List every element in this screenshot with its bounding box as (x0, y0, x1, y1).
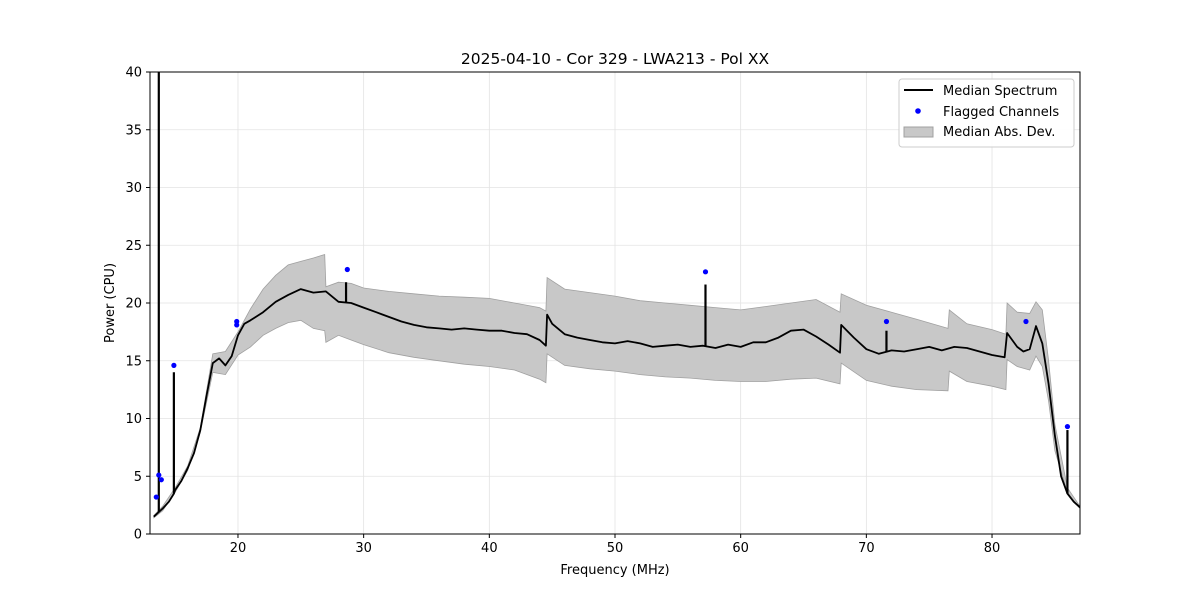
y-tick-label: 40 (125, 66, 142, 81)
median-spikes (157, 72, 1069, 513)
legend: Median Spectrum Flagged Channels Median … (898, 78, 1075, 148)
legend-flagged-label: Flagged Channels (943, 105, 1059, 120)
x-axis-label: Frequency (MHz) (560, 563, 669, 578)
y-tick-label: 10 (125, 412, 142, 427)
flagged-channel-point (158, 477, 164, 483)
flagged-channel-point (153, 494, 159, 500)
y-axis-label: Power (CPU) (103, 263, 118, 343)
chart-title: 2025-04-10 - Cor 329 - LWA213 - Pol XX (461, 50, 770, 68)
legend-mad-swatch (903, 126, 934, 138)
x-tick-label: 40 (481, 541, 498, 556)
median-abs-dev-band (153, 253, 1080, 519)
x-tick-label: 20 (230, 541, 247, 556)
y-tick-label: 0 (134, 528, 142, 543)
legend-box (898, 78, 1075, 148)
y-tick-label: 30 (125, 181, 142, 196)
median-spectrum-line (153, 288, 1080, 518)
y-axis-ticks: 0 5 10 15 20 25 30 35 40 (125, 66, 150, 543)
x-tick-label: 50 (607, 541, 624, 556)
plot-area (153, 72, 1080, 519)
flagged-channel-point (1023, 318, 1029, 325)
flagged-channel-point (702, 269, 709, 275)
x-axis-ticks: 20 30 40 50 60 70 80 (230, 534, 1001, 556)
x-tick-label: 60 (732, 541, 749, 556)
x-tick-label: 30 (355, 541, 372, 556)
flagged-channel-point (344, 266, 350, 273)
flagged-channel-point (883, 318, 890, 325)
y-tick-label: 5 (134, 470, 142, 485)
flagged-channel-point (156, 472, 162, 478)
flagged-channel-point (234, 318, 240, 325)
y-tick-label: 15 (125, 354, 142, 369)
legend-median-label: Median Spectrum (943, 84, 1057, 99)
y-tick-label: 25 (125, 239, 142, 254)
legend-flagged-swatch (915, 108, 921, 114)
legend-mad-label: Median Abs. Dev. (943, 125, 1055, 140)
y-tick-label: 35 (125, 123, 142, 138)
x-tick-label: 70 (858, 541, 875, 556)
flagged-channel-points (153, 266, 1071, 500)
y-tick-label: 20 (125, 297, 142, 312)
flagged-channel-point (171, 362, 177, 368)
flagged-channel-point (1064, 423, 1071, 430)
x-tick-label: 80 (984, 541, 1001, 556)
